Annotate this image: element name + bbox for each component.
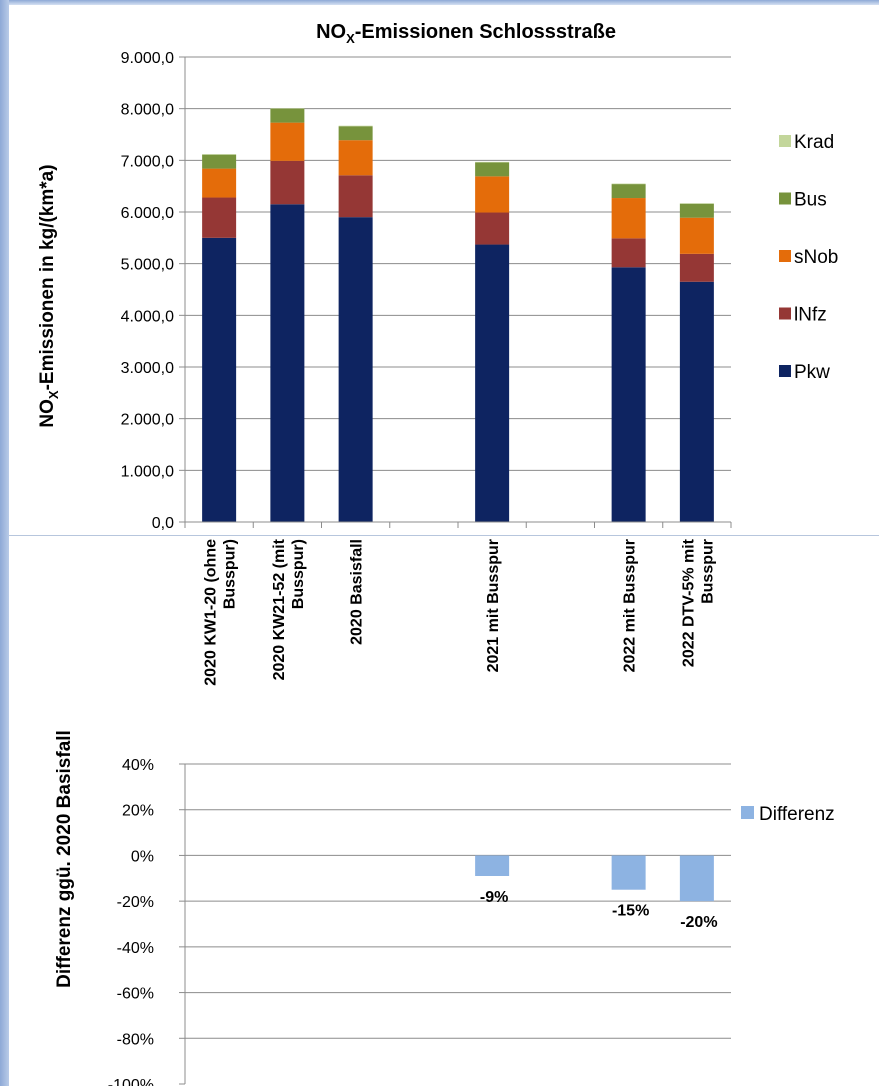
category-label: Busspur xyxy=(699,539,716,604)
bar-bus xyxy=(611,184,646,199)
difference-bar xyxy=(475,855,510,876)
bar-bus xyxy=(202,154,237,169)
legend-label-lnfz: lNfz xyxy=(794,305,827,326)
bar-snob xyxy=(338,140,373,176)
bar-lnfz xyxy=(679,253,714,282)
bar-snob xyxy=(270,122,305,161)
top-y-tick-label: 1.000,0 xyxy=(121,463,174,480)
legend-swatch-bus xyxy=(779,192,791,205)
bar-pkw xyxy=(270,204,305,522)
bar-pkw xyxy=(611,267,646,522)
bottom-y-tick-label: -100% xyxy=(108,1077,154,1086)
bar-krad xyxy=(679,203,714,204)
category-label: 2020 KW1-20 (ohne xyxy=(203,539,220,686)
top-y-axis-title: NOX-Emissionen in kg/(km*a) xyxy=(37,164,61,427)
top-chart-title: NOX-Emissionen Schlossstraße xyxy=(316,21,616,46)
bottom-y-tick-label: -20% xyxy=(117,894,154,911)
bar-lnfz xyxy=(202,197,237,238)
category-label: 2021 mit Busspur xyxy=(485,539,502,672)
category-label: 2022 mit Busspur xyxy=(622,539,639,672)
bar-krad xyxy=(270,108,305,109)
legend-swatch-snob xyxy=(779,250,791,262)
legend-label-snob: sNob xyxy=(794,247,838,268)
category-label: 2020 Basisfall xyxy=(349,539,366,645)
bar-krad xyxy=(202,154,237,155)
bar-snob xyxy=(202,168,237,198)
bottom-y-tick-label: 40% xyxy=(122,757,154,774)
window-frame-top xyxy=(0,0,879,5)
difference-bar xyxy=(679,855,714,902)
bar-bus xyxy=(679,203,714,218)
legend-swatch-krad xyxy=(779,135,791,147)
difference-data-label: -15% xyxy=(612,903,649,920)
top-y-tick-label: 6.000,0 xyxy=(121,205,174,222)
bottom-y-tick-label: -60% xyxy=(117,986,154,1003)
bar-snob xyxy=(679,217,714,254)
bar-pkw xyxy=(679,281,714,522)
legend-label-differenz: Differenz xyxy=(759,804,835,825)
bar-lnfz xyxy=(338,175,373,218)
bar-krad xyxy=(611,183,646,185)
category-label: 2020 KW21-52 (mit xyxy=(271,538,288,680)
bar-lnfz xyxy=(611,238,646,268)
top-y-tick-label: 7.000,0 xyxy=(121,153,174,170)
bar-lnfz xyxy=(270,160,305,205)
chart-divider xyxy=(9,535,879,536)
top-y-tick-label: 5.000,0 xyxy=(121,257,174,274)
legend-label-bus: Bus xyxy=(794,190,827,211)
legend-swatch-differenz xyxy=(741,806,754,819)
top-y-tick-label: 0,0 xyxy=(152,515,174,532)
legend-swatch-lnfz xyxy=(779,307,791,320)
legend-label-krad: Krad xyxy=(794,132,834,153)
bar-krad xyxy=(475,161,510,163)
bar-bus xyxy=(475,162,510,177)
top-y-tick-label: 4.000,0 xyxy=(121,308,174,325)
bar-krad xyxy=(338,125,373,127)
bar-bus xyxy=(270,108,305,123)
bar-pkw xyxy=(338,217,373,522)
category-label: Busspur) xyxy=(222,539,239,609)
bar-pkw xyxy=(475,244,510,523)
bar-lnfz xyxy=(475,212,510,245)
bar-pkw xyxy=(202,237,237,523)
bottom-y-tick-label: -40% xyxy=(117,940,154,957)
difference-bar xyxy=(611,855,646,890)
bottom-y-tick-label: -80% xyxy=(117,1031,154,1048)
category-label: 2022 DTV-5% mit xyxy=(680,538,697,667)
bottom-y-axis-title: Differenz ggü. 2020 Basisfall xyxy=(54,730,75,988)
bar-snob xyxy=(475,176,510,213)
legend-label-pkw: Pkw xyxy=(794,362,830,383)
top-y-tick-label: 2.000,0 xyxy=(121,412,174,429)
top-y-tick-label: 3.000,0 xyxy=(121,360,174,377)
legend-swatch-pkw xyxy=(779,365,791,377)
bottom-y-tick-label: 0% xyxy=(131,848,154,865)
bar-bus xyxy=(338,126,373,141)
bottom-y-tick-label: 20% xyxy=(122,803,154,820)
category-label: Busspur) xyxy=(290,539,307,609)
top-y-tick-label: 9.000,0 xyxy=(121,50,174,67)
difference-data-label: -9% xyxy=(480,889,508,906)
difference-data-label: -20% xyxy=(680,914,717,931)
window-frame-left xyxy=(0,0,9,1086)
bar-snob xyxy=(611,198,646,239)
top-y-tick-label: 8.000,0 xyxy=(121,102,174,119)
